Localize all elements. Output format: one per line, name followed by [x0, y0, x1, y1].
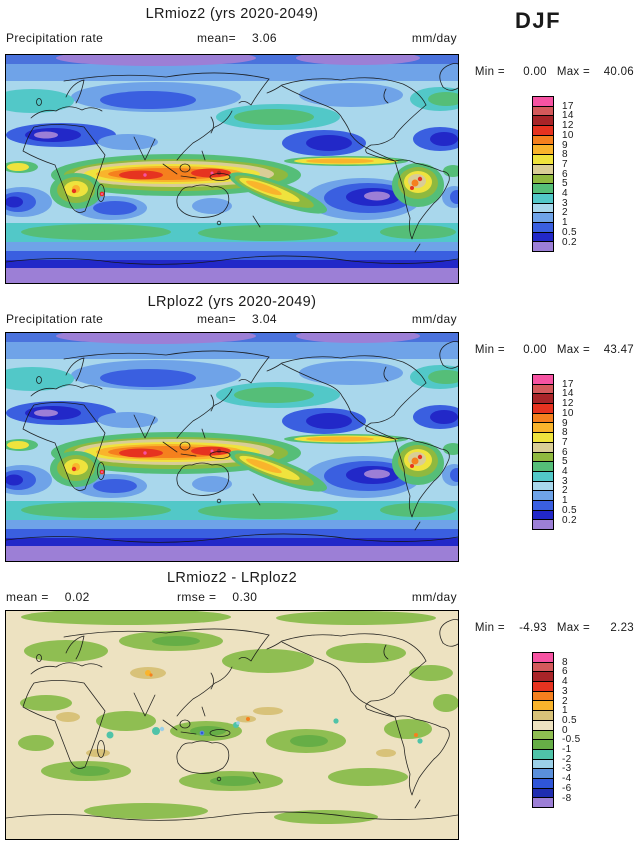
- colorbar-tick-label: 0.2: [562, 236, 577, 248]
- colorbar-tick-label: 4: [562, 466, 568, 477]
- max-value: 40.06: [603, 66, 634, 78]
- colorbar-tick-label: 0.5: [562, 504, 577, 516]
- mean-value: 3.06: [252, 31, 277, 45]
- colorbar-tick-label: 7: [562, 158, 568, 170]
- colorbar-tick-label: 10: [562, 407, 574, 419]
- panel-1-colorbar: 17 14 12 10 9 8 7 6 5 4 3 2 1 0.5 0.2: [532, 96, 632, 256]
- colorbar-tick-label: 1: [562, 705, 568, 717]
- panel-1-mean: mean= 3.06: [197, 31, 277, 45]
- panel-2-minmax: Min = 0.00 Max = 43.47: [462, 344, 634, 356]
- colorbar-tick-label: 6: [562, 666, 568, 678]
- colorbar-tick-label: -2: [562, 753, 572, 765]
- max-value: 43.47: [603, 344, 634, 356]
- panel-2-title: LRploz2 (yrs 2020-2049): [147, 294, 317, 310]
- colorbar-tick-label: -3: [562, 763, 572, 775]
- panel-1-units-label: mm/day: [411, 31, 457, 45]
- colorbar-tick-label: 4: [562, 676, 568, 688]
- colorbar-tick-label: 8: [562, 427, 568, 439]
- panel-1-precip-map: [5, 54, 459, 284]
- colorbar-segment: [532, 241, 554, 252]
- colorbar-tick-label: 6: [562, 446, 568, 458]
- panel-3-rmse: rmse = 0.30: [177, 590, 257, 604]
- season-label: DJF: [515, 8, 562, 33]
- min-label: Min =: [474, 66, 505, 78]
- panel-2-variable-label: Precipitation rate: [6, 312, 104, 326]
- colorbar-tick-label: 7: [562, 436, 568, 448]
- colorbar-tick-label: -6: [562, 782, 572, 794]
- min-value: 0.00: [523, 66, 547, 78]
- panel-3-minmax: Min = -4.93 Max = 2.23: [462, 622, 634, 634]
- colorbar-tick-label: 12: [562, 120, 574, 132]
- colorbar-tick-label: 6: [562, 168, 568, 180]
- colorbar-tick-label: 17: [562, 378, 574, 390]
- colorbar-segment: [532, 519, 554, 530]
- panel-3-mean: mean = 0.02: [6, 590, 90, 604]
- mean-label: mean=: [197, 31, 237, 45]
- colorbar-tick-label: 8: [562, 656, 568, 668]
- colorbar-tick-label: -1: [562, 744, 572, 755]
- panel-2-precip-map: [5, 332, 459, 562]
- colorbar-tick-label: -0.5: [562, 734, 581, 746]
- min-value: -4.93: [519, 622, 547, 634]
- colorbar-tick-label: 12: [562, 398, 574, 410]
- colorbar-tick-label: 5: [562, 456, 568, 468]
- colorbar-tick-label: 3: [562, 685, 568, 697]
- colorbar-tick-label: -4: [562, 773, 572, 785]
- panel-2-subheader: Precipitation rate mean= 3.04 mm/day: [5, 312, 459, 328]
- colorbar-tick-label: -8: [562, 792, 572, 804]
- colorbar-tick-label: 1: [562, 495, 568, 507]
- panel-2-mean: mean= 3.04: [197, 312, 277, 326]
- min-value: 0.00: [523, 344, 547, 356]
- panel-2-units-label: mm/day: [411, 312, 457, 326]
- panel-3-subheader: mean = 0.02 rmse = 0.30 mm/day: [5, 590, 459, 606]
- colorbar-tick-label: 0.2: [562, 514, 577, 526]
- colorbar-tick-label: 9: [562, 417, 568, 429]
- panel-2-colorbar: 17 14 12 10 9 8 7 6 5 4 3 2 1 0.5 0.2: [532, 374, 632, 534]
- colorbar-segment: [532, 797, 554, 808]
- mean-value: 0.02: [64, 590, 90, 604]
- colorbar-tick-label: 2: [562, 695, 568, 707]
- max-value: 2.23: [610, 622, 634, 634]
- colorbar-tick-label: 3: [562, 475, 568, 487]
- colorbar-tick-label: 14: [562, 388, 574, 400]
- mean-label: mean=: [197, 312, 237, 326]
- colorbar-tick-label: 4: [562, 188, 568, 199]
- colorbar-tick-label: 5: [562, 178, 568, 190]
- max-label: Max =: [556, 66, 590, 78]
- rmse-label: rmse =: [177, 590, 217, 604]
- max-label: Max =: [556, 622, 590, 634]
- min-label: Min =: [474, 344, 505, 356]
- colorbar-tick-label: 0: [562, 724, 568, 736]
- colorbar-tick-label: 17: [562, 100, 574, 112]
- panel-3-difference-map: [5, 610, 459, 840]
- colorbar-tick-label: 8: [562, 149, 568, 161]
- max-label: Max =: [556, 344, 590, 356]
- colorbar-tick-label: 0.5: [562, 226, 577, 238]
- colorbar-tick-label: 2: [562, 485, 568, 497]
- mean-label: mean =: [6, 590, 49, 604]
- colorbar-tick-label: 0.5: [562, 714, 577, 726]
- rmse-value: 0.30: [232, 590, 258, 604]
- colorbar-tick-label: 3: [562, 197, 568, 209]
- panel-3-units-label: mm/day: [411, 590, 457, 604]
- panel-3-colorbar: 8 6 4 3 2 1 0.5 0 -0.5 -1 -2 -3 -4 -6 -8: [532, 652, 632, 812]
- colorbar-tick-label: 1: [562, 217, 568, 229]
- panel-1-minmax: Min = 0.00 Max = 40.06: [462, 66, 634, 78]
- panel-3-title: LRmioz2 - LRploz2: [166, 570, 298, 586]
- colorbar-tick-label: 9: [562, 139, 568, 151]
- colorbar-tick-label: 14: [562, 110, 574, 122]
- panel-1-variable-label: Precipitation rate: [6, 31, 104, 45]
- mean-value: 3.04: [252, 312, 277, 326]
- min-label: Min =: [474, 622, 505, 634]
- panel-1-title: LRmioz2 (yrs 2020-2049): [145, 6, 319, 22]
- panel-1-subheader: Precipitation rate mean= 3.06 mm/day: [5, 31, 459, 47]
- colorbar-tick-label: 2: [562, 207, 568, 219]
- colorbar-tick-label: 10: [562, 129, 574, 141]
